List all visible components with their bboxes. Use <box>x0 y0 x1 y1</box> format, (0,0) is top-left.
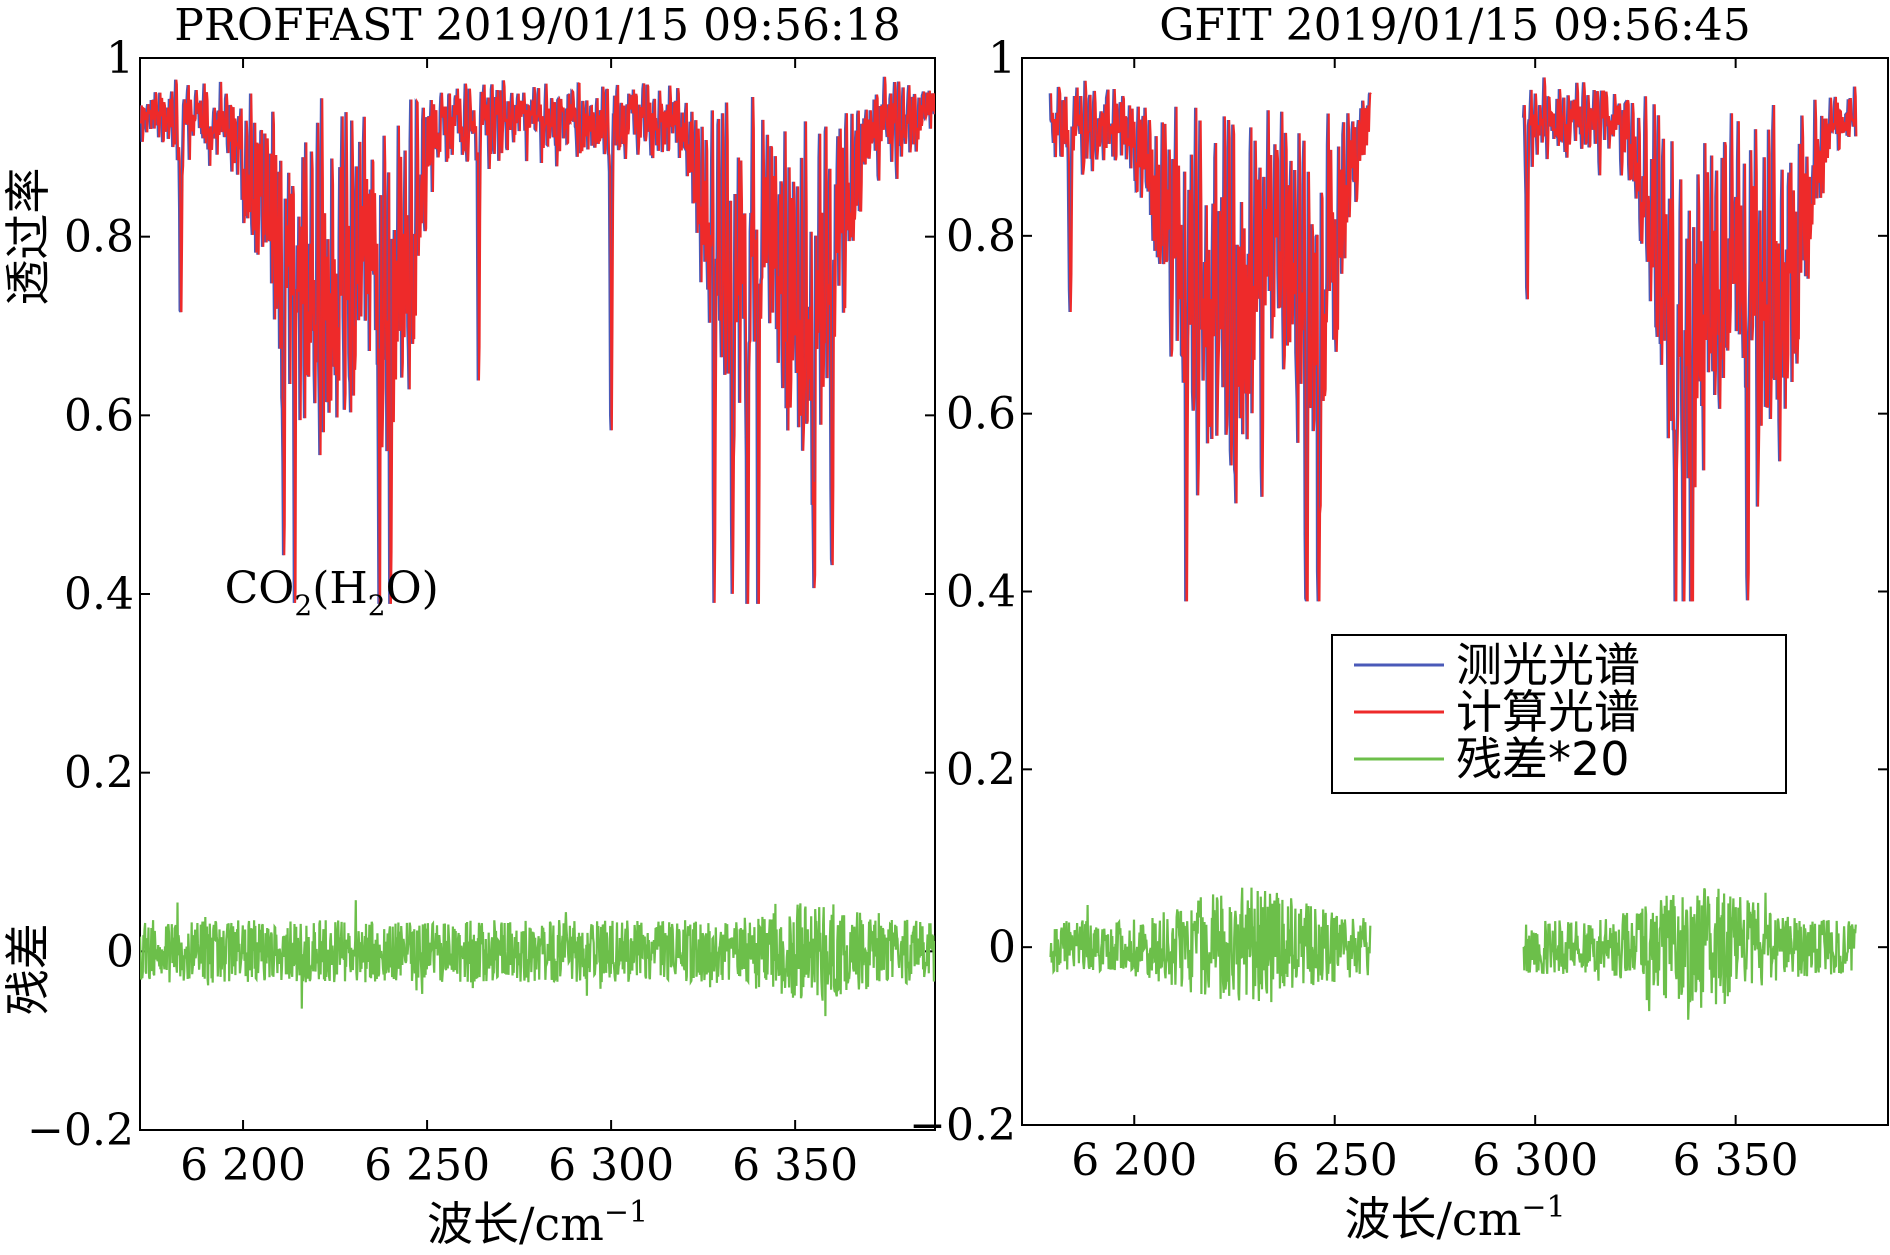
chart-panel-1: PROFFAST 2019/01/15 09:56:18 −0.2 0 0.2 0.4 0… <box>1 0 936 1251</box>
series-residual-line <box>1522 888 1857 1020</box>
y-tick-label: 1 <box>106 33 134 84</box>
annotation-part: O) <box>386 563 439 614</box>
legend-box <box>1331 634 1787 794</box>
x-tick-label: 6 300 <box>548 1140 674 1191</box>
x-axis-label: 波长/cm−1 <box>1344 1190 1565 1246</box>
legend-entry: 计算光谱 <box>1456 685 1640 739</box>
series-residual-line <box>140 900 935 1017</box>
y-tick-label: 0.4 <box>946 567 1016 618</box>
annotation-part: 2 <box>294 589 312 622</box>
x-axis-label-sup: −1 <box>604 1195 648 1230</box>
x-axis-label-sup: −1 <box>1521 1190 1565 1225</box>
y-tick-label: 0 <box>988 922 1016 973</box>
x-tick-label: 6 350 <box>732 1140 858 1191</box>
x-tick-label: 6 250 <box>364 1140 490 1191</box>
series-calculated-line <box>1523 77 1858 602</box>
y-tick-label: 0.8 <box>946 211 1016 262</box>
x-tick-label: 6 350 <box>1673 1135 1799 1186</box>
annotation-part: CO <box>225 563 295 614</box>
plot-area <box>140 76 935 1017</box>
y-tick-label: 0.2 <box>64 748 134 799</box>
y-tick-label: 0.8 <box>64 212 134 263</box>
annotation-co2-h2o: CO2(H2O) <box>225 563 439 622</box>
y-tick-label: 0.6 <box>946 389 1016 440</box>
series-calculated-line <box>1050 80 1372 602</box>
x-axis-label: 波长/cm−1 <box>427 1195 648 1251</box>
chart-panel-2: GFIT 2019/01/15 09:56:45 −0.2 0 0.2 0.4 0.6 0.… <box>909 0 1889 1246</box>
annotation-part: (H <box>312 563 368 614</box>
x-tick-label: 6 250 <box>1272 1135 1398 1186</box>
y-tick-label: −0.2 <box>27 1105 134 1156</box>
x-axis-label-text: 波长/cm <box>427 1197 604 1251</box>
chart-title: PROFFAST 2019/01/15 09:56:18 <box>174 0 901 51</box>
y-tick-label: 0 <box>106 926 134 977</box>
y-tick-label: 0.4 <box>64 569 134 620</box>
x-tick-label: 6 300 <box>1472 1135 1598 1186</box>
legend-entry: 测光光谱 <box>1456 638 1640 692</box>
x-tick-label: 6 200 <box>1071 1135 1197 1186</box>
y-tick-label: −0.2 <box>909 1100 1016 1151</box>
y-tick-label: 0.2 <box>946 744 1016 795</box>
y-tick-label: 0.6 <box>64 390 134 441</box>
series-calculated-line <box>140 76 935 604</box>
y-axis-label-transmittance: 透过率 <box>1 168 55 306</box>
x-tick-label: 6 200 <box>180 1140 306 1191</box>
chart-title: GFIT 2019/01/15 09:56:45 <box>1159 0 1751 51</box>
plot-area <box>1048 77 1858 1020</box>
series-residual-line <box>1049 887 1372 1003</box>
annotation-part: 2 <box>368 589 386 622</box>
y-tick-label: 1 <box>988 33 1016 84</box>
legend-entry: 残差*20 <box>1456 732 1630 786</box>
y-axis-label-residual: 残差 <box>1 923 55 1015</box>
x-axis-label-text: 波长/cm <box>1344 1192 1521 1246</box>
